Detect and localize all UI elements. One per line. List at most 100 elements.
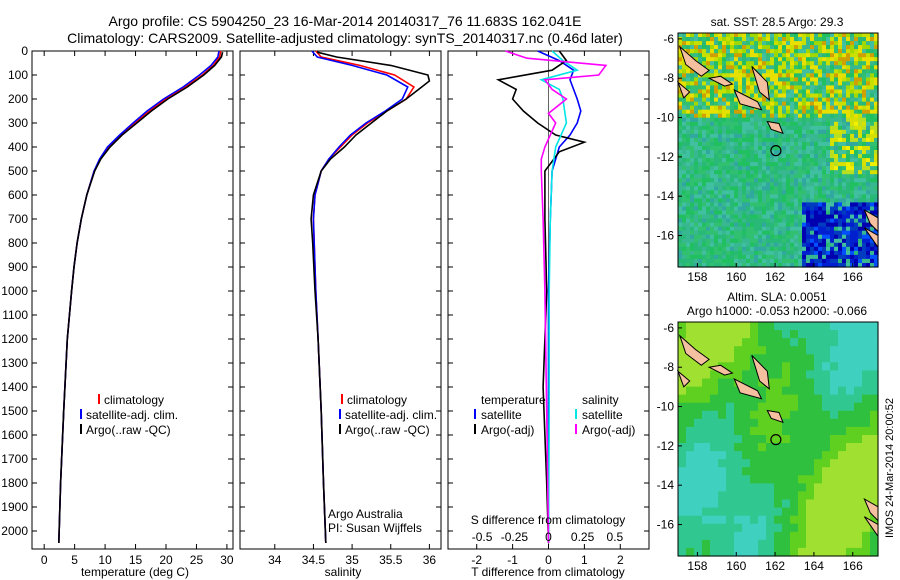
ytick-label-4: 400 (8, 140, 28, 154)
diff-legend-sal-argo: Argo(-adj) (582, 423, 635, 437)
map-ytick-label-sst_map-2: -10 (657, 111, 675, 125)
map-xtick-label-sst_map-3: 164 (804, 270, 824, 284)
xtick-label-salinity-1: 34.5 (302, 553, 326, 567)
plot-frame-salinity (239, 50, 442, 550)
salinity-panel: 34 34.5 35 35.5 36 (239, 50, 442, 567)
island-sla_map-1 (707, 364, 734, 376)
footer-stamp: IMOS 24-Mar-2014 20:00:52 (884, 398, 896, 538)
ytick-label-14: 1400 (1, 380, 28, 394)
xtick-label-temperature-4: 20 (159, 553, 173, 567)
ytick-label-3: 300 (8, 116, 28, 130)
island-sst_map-3 (751, 66, 770, 102)
ytick-label-2: 200 (8, 92, 28, 106)
map-ytick-label-sla_map-1: -8 (663, 360, 674, 374)
sla-map-title-2: Argo h1000: -0.053 h2000: -0.066 (687, 304, 867, 318)
ytick-label-1: 100 (8, 68, 28, 82)
xtick-label-difference-1: -1 (507, 553, 518, 567)
map-ytick-label-sst_map-4: -14 (657, 189, 675, 203)
sal-legend-clim: climatology (347, 393, 407, 407)
map-ytick-label-sla_map-5: -16 (657, 518, 675, 532)
sla-map-title-1: Altim. SLA: 0.0051 (727, 290, 827, 304)
series-temperature-2 (58, 52, 224, 544)
title-line2: Climatology: CARS2009. Satellite-adjuste… (67, 30, 623, 46)
map-xtick-label-sla_map-4: 166 (843, 559, 863, 573)
map-frame-sla_map (677, 321, 879, 557)
ytick-label-20: 2000 (1, 524, 28, 538)
map-xtick-label-sla_map-1: 160 (726, 559, 746, 573)
map-ytick-label-sla_map-3: -12 (657, 439, 675, 453)
xtick-label-salinity-2: 35 (345, 553, 359, 567)
ytick-label-17: 1700 (1, 452, 28, 466)
ytick-label-8: 800 (8, 236, 28, 250)
island-sst_map-4 (766, 120, 784, 135)
diff-xlabel-top: S difference from climatology (471, 513, 626, 527)
map-xtick-label-sst_map-1: 160 (726, 270, 746, 284)
temperature-xlabel: temperature (deg C) (81, 565, 189, 579)
top-axis-label-2: 0 (545, 530, 552, 544)
map-xtick-label-sla_map-0: 158 (687, 559, 707, 573)
map-ytick-label-sst_map-3: -12 (657, 150, 675, 164)
diff-legend-sal-sat: satellite (582, 408, 623, 422)
top-axis-label-4: 0.5 (607, 530, 624, 544)
series-difference-2 (539, 50, 580, 544)
map-ytick-label-sst_map-1: -8 (663, 71, 674, 85)
island-sst_map-5 (676, 80, 691, 99)
title-line1: Argo profile: CS 5904250_23 16-Mar-2014 … (109, 13, 582, 29)
ytick-label-6: 600 (8, 188, 28, 202)
sal-legend-sat: satellite-adj. clim. (345, 408, 437, 422)
diff-legend-temp-header: temperature (481, 393, 546, 407)
argo-position-marker-sla_map (770, 434, 782, 446)
sst-map-title: sat. SST: 28.5 Argo: 29.3 (711, 15, 844, 29)
sal-annotation-pi: PI: Susan Wijffels (328, 521, 422, 535)
xtick-label-temperature-1: 5 (71, 553, 78, 567)
island-sst_map-0 (678, 45, 710, 77)
xtick-label-temperature-6: 30 (220, 553, 234, 567)
top-axis-label-1: -0.25 (501, 530, 529, 544)
map-xtick-label-sst_map-4: 166 (843, 270, 863, 284)
xtick-label-temperature-0: 0 (41, 553, 48, 567)
series-salinity-2 (310, 51, 431, 544)
island-sst_map-1 (707, 75, 734, 87)
map-xtick-label-sst_map-2: 162 (765, 270, 785, 284)
ytick-label-15: 1500 (1, 404, 28, 418)
ytick-label-13: 1300 (1, 356, 28, 370)
xtick-label-salinity-4: 36 (423, 553, 437, 567)
island-sla_map-5 (676, 369, 691, 388)
ytick-label-5: 500 (8, 164, 28, 178)
xtick-label-difference-3: 1 (581, 553, 588, 567)
temp-legend-argo: Argo(..raw -QC) (86, 423, 171, 437)
diff-legend-temp-argo: Argo(-adj) (481, 423, 534, 437)
island-sla_map-4 (766, 409, 784, 424)
map-ytick-label-sst_map-0: -6 (663, 32, 674, 46)
map-xtick-label-sst_map-0: 158 (687, 270, 707, 284)
temp-legend-clim: climatology (104, 393, 164, 407)
xtick-label-temperature-2: 10 (98, 553, 112, 567)
ytick-label-7: 700 (8, 212, 28, 226)
ytick-label-10: 1000 (1, 284, 28, 298)
diff-xlabel: T difference from climatology (471, 565, 625, 579)
top-axis-label-3: 0.25 (571, 530, 595, 544)
map-ytick-label-sla_map-0: -6 (663, 321, 674, 335)
xtick-label-difference-2: 0 (545, 553, 552, 567)
xtick-label-difference-0: -2 (471, 553, 482, 567)
map-ytick-label-sla_map-4: -14 (657, 478, 675, 492)
sal-legend-argo: Argo(..raw -QC) (345, 423, 430, 437)
island-sla_map-2 (733, 377, 763, 400)
land-masses-sst_map (676, 45, 879, 249)
xtick-label-difference-4: 2 (617, 553, 624, 567)
temperature-panel: 0 5 10 15 20 25 300100200300400500600700800900… (1, 44, 234, 567)
map-frame-sst_map (677, 32, 879, 268)
ytick-label-11: 1100 (2, 308, 28, 322)
ytick-label-0: 0 (21, 44, 28, 58)
diff-legend-temp-sat: satellite (481, 408, 522, 422)
xtick-label-temperature-5: 25 (190, 553, 204, 567)
xtick-label-temperature-3: 15 (129, 553, 143, 567)
map-xtick-label-sla_map-2: 162 (765, 559, 785, 573)
map-ytick-label-sla_map-2: -10 (657, 400, 675, 414)
land-masses-sla_map (676, 334, 879, 538)
difference-panel: -2 -1 0 1 2 -0.5 -0.25 0 0.25 0.5 (447, 50, 650, 567)
diff-legend-sal-header: salinity (582, 393, 619, 407)
map-xtick-label-sla_map-3: 164 (804, 559, 824, 573)
sst-map-panel: 158 160 162 164 166 -6 -8 -10 -12 -14 -16 (657, 32, 879, 284)
